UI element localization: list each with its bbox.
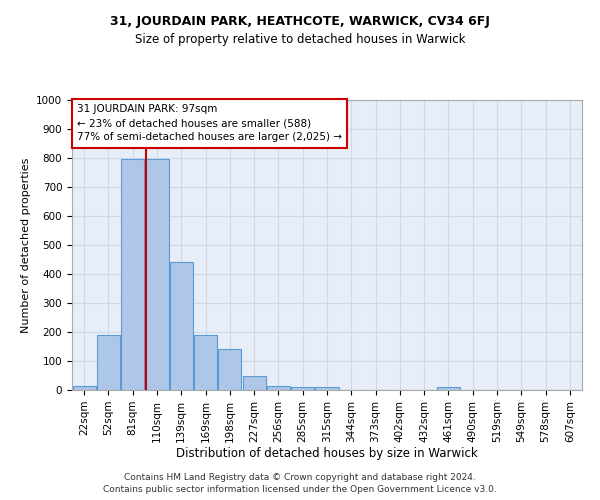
Y-axis label: Number of detached properties: Number of detached properties bbox=[20, 158, 31, 332]
Bar bbox=[242, 376, 266, 390]
Bar bbox=[218, 350, 241, 390]
Text: Contains public sector information licensed under the Open Government Licence v3: Contains public sector information licen… bbox=[103, 485, 497, 494]
Bar bbox=[194, 335, 217, 390]
Bar bbox=[73, 386, 95, 390]
Bar bbox=[145, 160, 169, 390]
X-axis label: Distribution of detached houses by size in Warwick: Distribution of detached houses by size … bbox=[176, 448, 478, 460]
Text: 31, JOURDAIN PARK, HEATHCOTE, WARWICK, CV34 6FJ: 31, JOURDAIN PARK, HEATHCOTE, WARWICK, C… bbox=[110, 15, 490, 28]
Text: Contains HM Land Registry data © Crown copyright and database right 2024.: Contains HM Land Registry data © Crown c… bbox=[124, 472, 476, 482]
Bar bbox=[437, 387, 460, 390]
Bar bbox=[267, 386, 290, 390]
Text: 31 JOURDAIN PARK: 97sqm
← 23% of detached houses are smaller (588)
77% of semi-d: 31 JOURDAIN PARK: 97sqm ← 23% of detache… bbox=[77, 104, 342, 142]
Text: Size of property relative to detached houses in Warwick: Size of property relative to detached ho… bbox=[135, 32, 465, 46]
Bar bbox=[97, 335, 120, 390]
Bar bbox=[316, 387, 338, 390]
Bar bbox=[291, 387, 314, 390]
Bar bbox=[170, 262, 193, 390]
Bar bbox=[121, 160, 144, 390]
